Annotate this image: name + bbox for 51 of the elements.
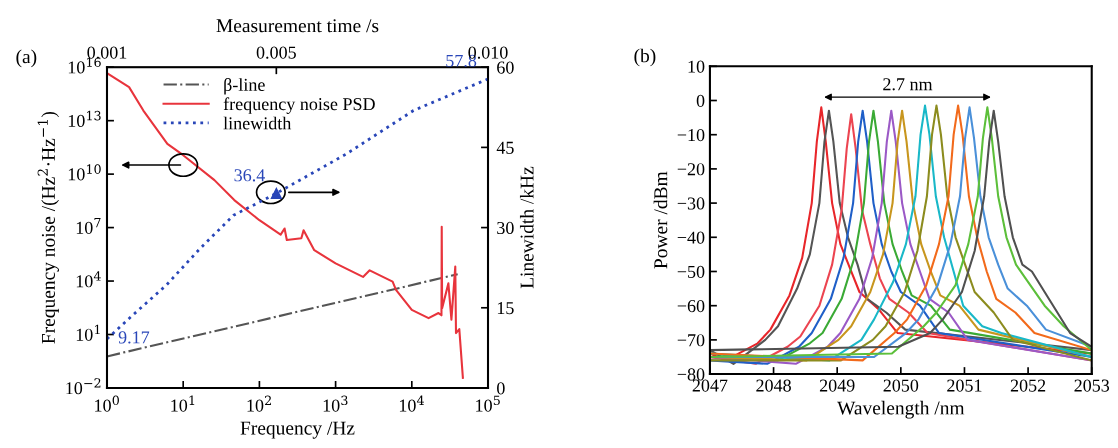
y-tick-label: −80 [677,368,705,381]
x-tick-label: 2047 [692,379,728,392]
y2-tick-label: 0 [497,382,505,395]
y-tick-label: −30 [677,197,705,210]
y2-axis-title: Linewidth /kHz [519,166,534,289]
x-tick-label: 2048 [756,379,791,392]
x-tick-label: 2053 [1074,379,1110,392]
x-tick-label: 10$^{1}$ [171,395,195,412]
x-axis-title: Frequency /Hz [240,421,355,439]
text: (a) [16,49,37,68]
y-tick-label: −20 [677,163,705,176]
y-tick-label: −50 [677,265,705,278]
y-tick-label: 0 [696,94,705,107]
legend-label: linewidth [223,116,292,130]
data-label: 36.4 [234,169,265,182]
y-axis-title: Frequency noise /(Hz$^{2}$·Hz$^{−1}$) [37,111,59,344]
x-tick-label: 10$^{3}$ [323,395,348,412]
data-label: 9.17 [118,331,150,344]
x-tick-label: 2049 [819,379,855,392]
y2-tick-label: 30 [497,221,514,235]
x-tick-label: 2050 [883,379,919,392]
y-tick-label: 10$^{10}$ [68,164,101,181]
x2-axis-title: Measurement time /s [216,19,379,33]
y-tick-label: 10$^{1}$ [76,324,100,341]
x-tick-label: 10$^{5}$ [476,395,500,412]
text: (b) [634,48,656,67]
legend-label: frequency noise PSD [223,97,375,114]
x-tick-label: 2052 [1010,379,1046,392]
x-tick-label: 10$^{0}$ [95,395,119,412]
x2-tick-label: 0.001 [87,46,127,59]
y-tick-label: 10$^{16}$ [68,57,101,74]
y-tick-label: 10$^{7}$ [76,217,101,234]
x-tick-label: 10$^{4}$ [399,395,424,412]
y-tick-label: 10$^{13}$ [68,110,101,127]
y-axis-title: Power /dBm [653,171,668,269]
x-tick-label: 10$^{2}$ [247,395,271,412]
y2-tick-label: 60 [497,61,514,74]
y2-tick-label: 45 [496,141,514,154]
y-tick-label: −60 [677,299,705,313]
y-tick-label: 10 [688,60,705,73]
y-tick-label: −10 [677,128,705,142]
y-tick-label: 10$^{−2}$ [66,378,101,395]
legend-label: β-line [224,78,265,95]
annotation: 2.7 nm [883,78,933,91]
x-axis-title: Wavelength /nm [837,400,965,419]
x-tick-label: 2051 [947,379,982,392]
y2-tick-label: 15 [497,302,514,315]
y-tick-label: −70 [677,334,705,347]
x2-tick-label: 0.005 [256,46,296,59]
y-tick-label: 10$^{4}$ [76,271,101,288]
y-tick-label: −40 [677,231,705,244]
